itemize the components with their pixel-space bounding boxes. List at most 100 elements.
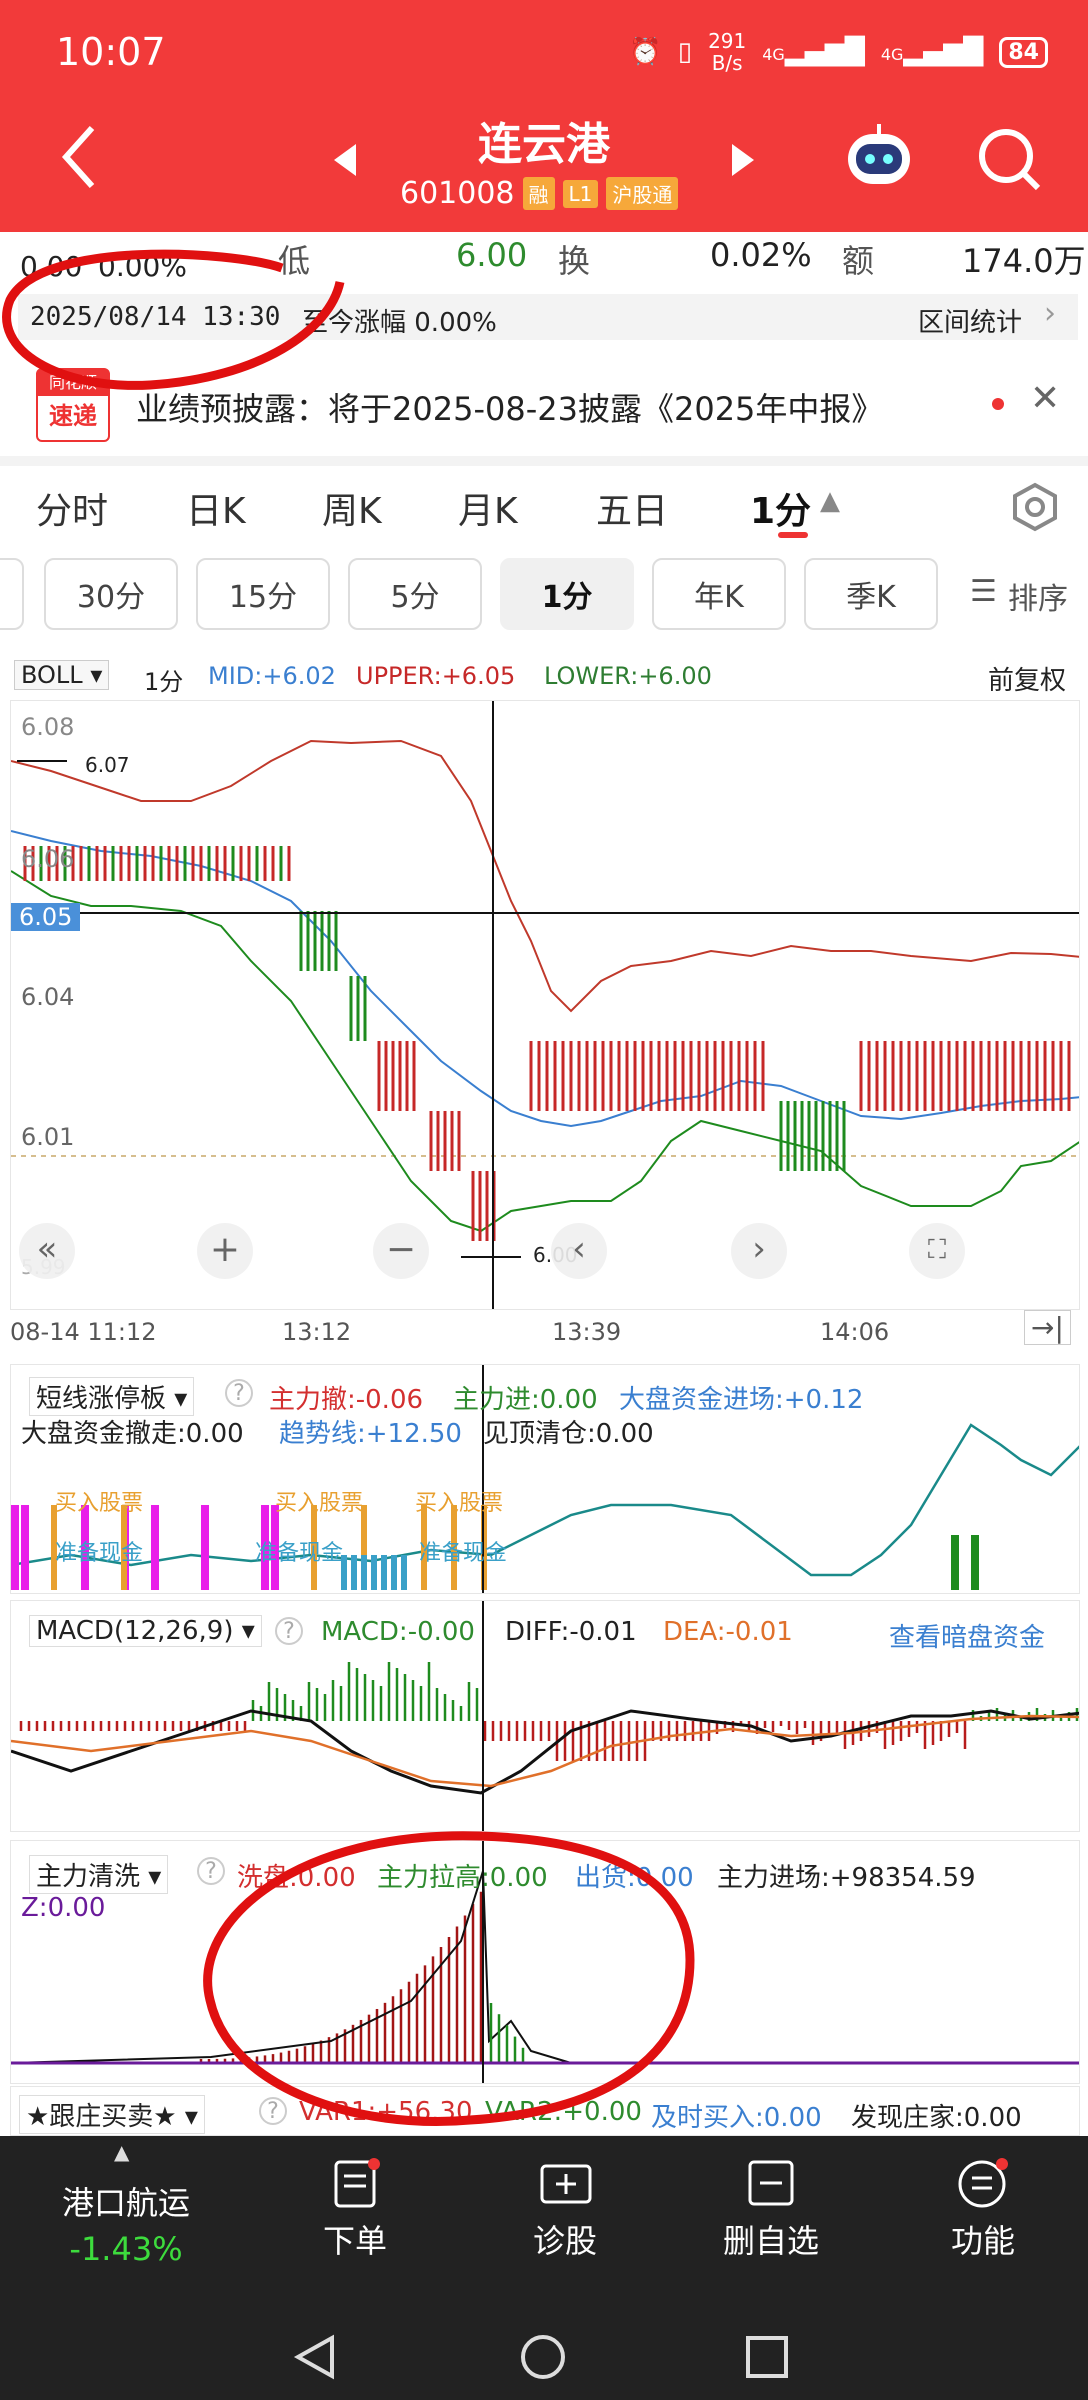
search-icon[interactable]: [974, 124, 1044, 198]
nav-back-icon[interactable]: [290, 2332, 340, 2386]
indicator-panel-4[interactable]: ★跟庄买卖★ ▾ ? VAR1:+56.30 VAR2:+0.00 及时买入:0…: [10, 2086, 1080, 2136]
order-button[interactable]: 下单: [322, 2222, 387, 2260]
btn-1min[interactable]: 1分: [500, 558, 634, 630]
caret-up-icon: ▲: [114, 2140, 130, 2164]
boll-selector[interactable]: BOLL ▾: [14, 660, 110, 690]
ind1-b: 主力进:0.00: [453, 1385, 598, 1415]
diagnose-icon[interactable]: [538, 2158, 594, 2212]
tab-1min[interactable]: 1分: [750, 491, 812, 532]
range-datetime: 2025/08/14 13:30: [30, 302, 281, 332]
scroll-left-button[interactable]: «: [19, 1223, 75, 1279]
range-stats-bar[interactable]: 2025/08/14 13:30 至今涨幅 0.00% 区间统计 ›: [18, 294, 1078, 340]
news-banner[interactable]: 同花顺 速递 业绩预披露：将于2025-08-23披露《2025年中报》 ✕: [0, 352, 1088, 452]
indicator-panel-1[interactable]: 短线涨停板 ▾ ? 主力撤:-0.06 主力进:0.00 大盘资金进场:+0.1…: [10, 1364, 1080, 1594]
help-icon[interactable]: ?: [259, 2097, 287, 2125]
boll-mid: MID:+6.02: [208, 662, 336, 690]
range-stats-link[interactable]: 区间统计: [918, 308, 1023, 338]
stock-code: 601008: [400, 176, 515, 211]
help-icon[interactable]: ?: [225, 1379, 253, 1407]
macd-panel[interactable]: MACD(12,26,9) ▾ ? MACD:-0.00 DIFF:-0.01 …: [10, 1600, 1080, 1832]
macd-svg: [11, 1601, 1079, 1831]
ind3-c: 出货:0.00: [575, 1863, 694, 1893]
crosshair-price-label: 6.05: [11, 903, 81, 931]
macd-selector[interactable]: MACD(12,26,9) ▾: [29, 1615, 262, 1647]
low-label: 低: [278, 242, 311, 280]
tab-day-k[interactable]: 日K: [186, 491, 246, 532]
nav-recent-icon[interactable]: [744, 2334, 790, 2384]
turnover-value: 0.02%: [710, 236, 812, 274]
nav-home-icon[interactable]: [518, 2332, 568, 2386]
tab-week-k[interactable]: 周K: [322, 491, 382, 532]
dark-pool-link[interactable]: 查看暗盘资金: [889, 1623, 1046, 1653]
signal-bar-green: [951, 1535, 959, 1590]
help-icon[interactable]: ?: [275, 1617, 303, 1645]
zoom-in-button[interactable]: +: [197, 1223, 253, 1279]
signal-bar-blue: [391, 1555, 397, 1590]
close-icon[interactable]: ✕: [1030, 378, 1061, 419]
chart-settings-icon[interactable]: [1010, 482, 1060, 536]
index-name[interactable]: 港口航运: [61, 2184, 190, 2222]
order-icon[interactable]: [330, 2158, 380, 2212]
fullscreen-button[interactable]: ⛶: [909, 1223, 965, 1279]
indicator-panel-3[interactable]: 主力清洗 ▾ ? 洗盘:0.00 主力拉高:0.00 出货:0.00 主力进场:…: [10, 1840, 1080, 2084]
signal-bar-magenta: [151, 1505, 159, 1590]
indicator4-selector[interactable]: ★跟庄买卖★ ▾: [19, 2095, 205, 2134]
btn-year-k[interactable]: 年K: [652, 558, 786, 630]
tag-connect: 沪股通: [606, 177, 679, 210]
btn-15min[interactable]: 15分: [196, 558, 330, 630]
sort-label[interactable]: 排序: [1008, 582, 1068, 617]
btn-5min[interactable]: 5分: [348, 558, 482, 630]
status-icons: ⏰ ▯ 291 B/s 4G▂▄▆█ 4G▂▄▆█ 84: [629, 30, 1048, 74]
btn-quarter-k[interactable]: 季K: [804, 558, 938, 630]
scroll-left-stub[interactable]: [0, 558, 24, 630]
kline-chart[interactable]: 6.08 6.06 6.04 6.01 5.99 6.05 6.07 6.00 …: [10, 700, 1080, 1310]
tab-month-k[interactable]: 月K: [458, 491, 518, 532]
indicator1-selector[interactable]: 短线涨停板 ▾: [29, 1377, 195, 1416]
signal-bar-blue: [351, 1555, 357, 1590]
robot-assistant-icon[interactable]: [842, 122, 916, 200]
zoom-out-button[interactable]: −: [373, 1223, 429, 1279]
status-time: 10:07: [56, 30, 166, 74]
sort-menu-icon[interactable]: ☰: [970, 574, 997, 609]
next-stock-icon[interactable]: [728, 140, 758, 184]
diagnose-button[interactable]: 诊股: [532, 2222, 597, 2260]
upper-band-line: [11, 739, 1079, 1013]
divider: [0, 456, 1088, 466]
minute-buttons: 30分 15分 5分 1分 年K 季K ☰ 排序: [0, 556, 1088, 632]
signal-bar-orange: [451, 1505, 457, 1590]
tab-timeshare[interactable]: 分时: [36, 491, 109, 532]
prev-bar-button[interactable]: ‹: [551, 1223, 607, 1279]
delete-favorite-button[interactable]: 删自选: [722, 2222, 819, 2260]
delete-favorite-icon[interactable]: [746, 2158, 796, 2212]
signal-bar-magenta: [11, 1505, 19, 1590]
stock-code-row: 601008 融 L1 沪股通: [400, 176, 679, 211]
ths-express-logo: 同花顺 速递: [36, 368, 110, 442]
signal-icon-2: 4G▂▄▆█: [880, 37, 984, 67]
news-text[interactable]: 业绩预披露：将于2025-08-23披露《2025年中报》: [136, 390, 884, 428]
index-change: -1.43%: [69, 2230, 183, 2268]
signal-bar-blue: [341, 1555, 347, 1590]
back-icon[interactable]: [58, 122, 98, 192]
next-bar-button[interactable]: ›: [731, 1223, 787, 1279]
boll-period: 1分: [144, 668, 184, 696]
btn-30min[interactable]: 30分: [44, 558, 178, 630]
signal-bar-orange: [311, 1505, 317, 1590]
function-button[interactable]: 功能: [950, 2222, 1015, 2260]
jump-latest-icon[interactable]: →|: [1024, 1310, 1071, 1345]
kline-svg: [11, 701, 1079, 1309]
boll-upper: UPPER:+6.05: [356, 662, 516, 690]
dea-line: [11, 1714, 1079, 1788]
adjust-mode[interactable]: 前复权: [988, 666, 1067, 696]
function-menu-icon[interactable]: [956, 2158, 1012, 2212]
ind3-z: Z:0.00: [21, 1893, 106, 1923]
boll-lower: LOWER:+6.00: [544, 662, 712, 690]
indicator3-selector[interactable]: 主力清洗 ▾: [29, 1855, 169, 1894]
buy-label-3: 买入股票: [415, 1491, 504, 1516]
time-label-2: 13:39: [552, 1318, 622, 1346]
ind4-d: 发现庄家:0.00: [851, 2103, 1022, 2133]
tab-five-day[interactable]: 五日: [596, 491, 669, 532]
bottom-nav: ▲ 港口航运 -1.43% 下单 诊股 删自选 功能: [0, 2136, 1088, 2400]
help-icon[interactable]: ?: [197, 1857, 225, 1885]
ind3-d: 主力进场:+98354.59: [717, 1863, 976, 1893]
prev-stock-icon[interactable]: [330, 140, 360, 184]
